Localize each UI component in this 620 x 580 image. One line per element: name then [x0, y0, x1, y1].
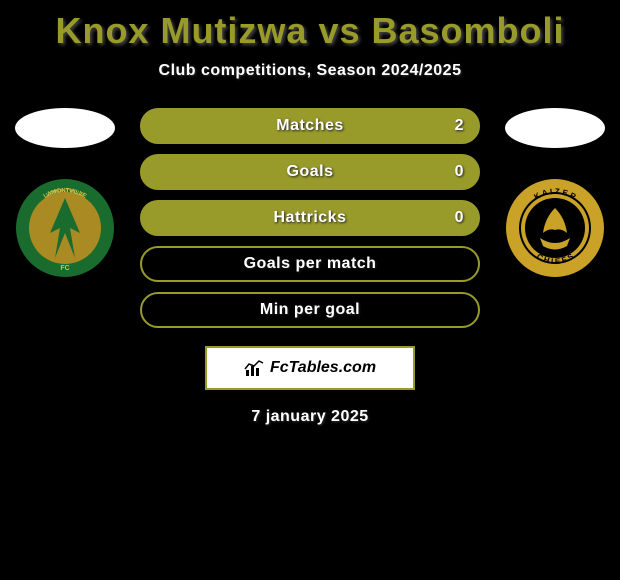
page-subtitle: Club competitions, Season 2024/2025 [159, 62, 462, 80]
chart-icon [244, 360, 264, 376]
left-club-badge: LAMONTVILLE LAMONTVILLE ABAFANA BES'THEN… [15, 178, 115, 278]
brand-name: FcTables.com [270, 359, 376, 377]
stat-label: Matches [276, 117, 344, 135]
stat-row-goals-per-match: Goals per match [140, 246, 480, 282]
golden-arrows-badge-icon: LAMONTVILLE LAMONTVILLE ABAFANA BES'THEN… [15, 178, 115, 278]
comparison-card: Knox Mutizwa vs Basomboli Club competiti… [0, 0, 620, 436]
stat-label: Goals per match [244, 255, 377, 273]
stat-label: Min per goal [260, 301, 360, 319]
stat-value: 0 [455, 209, 464, 227]
kaizer-chiefs-badge-icon: K A I Z E R C H I E F S [505, 178, 605, 278]
stat-label: Hattricks [274, 209, 347, 227]
stat-row-goals: Goals 0 [140, 154, 480, 190]
stat-row-min-per-goal: Min per goal [140, 292, 480, 328]
date-label: 7 january 2025 [251, 408, 368, 426]
main-row: LAMONTVILLE LAMONTVILLE ABAFANA BES'THEN… [0, 108, 620, 328]
svg-text:FC: FC [60, 265, 69, 272]
right-club-badge: K A I Z E R C H I E F S [505, 178, 605, 278]
right-avatar-placeholder [505, 108, 605, 148]
stat-label: Goals [287, 163, 334, 181]
stat-row-hattricks: Hattricks 0 [140, 200, 480, 236]
stat-row-matches: Matches 2 [140, 108, 480, 144]
left-player-col: LAMONTVILLE LAMONTVILLE ABAFANA BES'THEN… [10, 108, 120, 278]
stat-value: 0 [455, 163, 464, 181]
page-title: Knox Mutizwa vs Basomboli [55, 10, 564, 52]
left-avatar-placeholder [15, 108, 115, 148]
stats-column: Matches 2 Goals 0 Hattricks 0 Goals per … [140, 108, 480, 328]
brand-footer[interactable]: FcTables.com [205, 346, 415, 390]
stat-value: 2 [455, 117, 464, 135]
right-player-col: K A I Z E R C H I E F S [500, 108, 610, 278]
